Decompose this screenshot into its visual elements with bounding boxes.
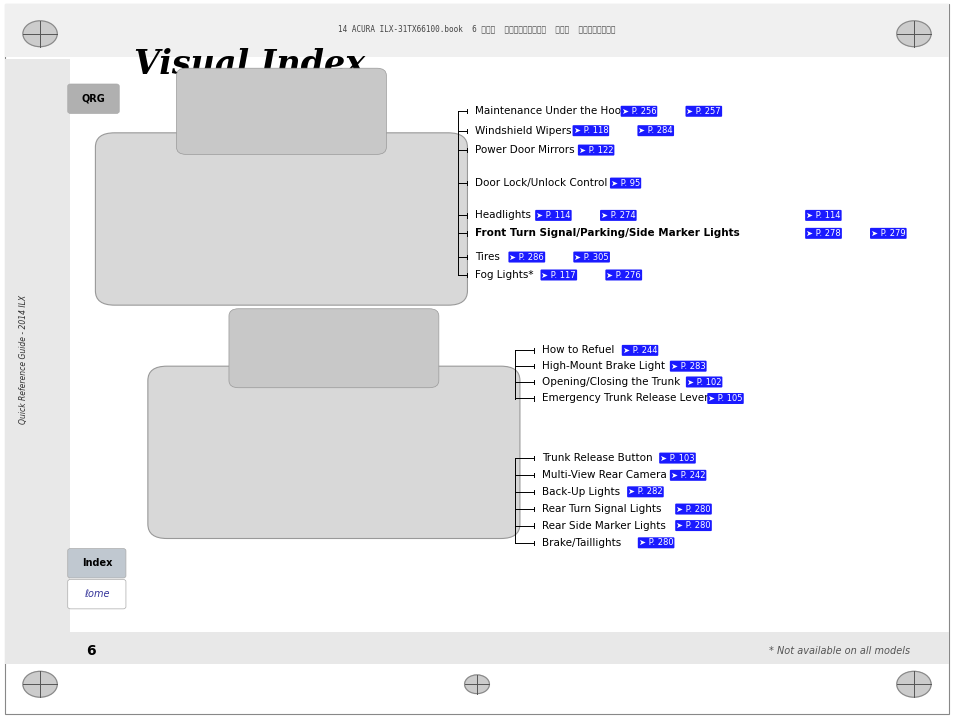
- Text: Back-Up Lights: Back-Up Lights: [541, 487, 619, 497]
- Text: Door Lock/Unlock Control: Door Lock/Unlock Control: [475, 178, 607, 188]
- Text: ➤ P. 280: ➤ P. 280: [639, 538, 673, 547]
- Text: How to Refuel: How to Refuel: [541, 345, 614, 355]
- FancyBboxPatch shape: [95, 133, 467, 305]
- Text: * Not available on all models: * Not available on all models: [768, 646, 909, 656]
- Text: ➤ P. 244: ➤ P. 244: [622, 346, 657, 355]
- Text: ➤ P. 305: ➤ P. 305: [574, 253, 608, 261]
- Text: ➤ P. 117: ➤ P. 117: [541, 271, 576, 279]
- Text: Windshield Wipers: Windshield Wipers: [475, 126, 571, 136]
- Text: ➤ P. 114: ➤ P. 114: [536, 211, 570, 220]
- Text: 14 ACURA ILX-31TX66100.book  6 ページ  ２０１３年３月７日  木曜日  午前１１時３３分: 14 ACURA ILX-31TX66100.book 6 ページ ２０１３年３…: [338, 24, 615, 33]
- Text: Multi-View Rear Camera: Multi-View Rear Camera: [541, 470, 666, 480]
- FancyBboxPatch shape: [176, 68, 386, 154]
- Text: Index: Index: [82, 559, 112, 568]
- Text: ➤ P. 95: ➤ P. 95: [610, 179, 639, 187]
- Text: ℓome: ℓome: [84, 589, 110, 599]
- FancyBboxPatch shape: [229, 309, 438, 388]
- Circle shape: [23, 21, 57, 47]
- Text: ➤ P. 278: ➤ P. 278: [805, 229, 840, 238]
- Text: High-Mount Brake Light: High-Mount Brake Light: [541, 361, 664, 371]
- Text: Headlights: Headlights: [475, 210, 531, 220]
- Text: ➤ P. 102: ➤ P. 102: [686, 378, 720, 386]
- Text: ➤ P. 286: ➤ P. 286: [509, 253, 543, 261]
- Text: ➤ P. 257: ➤ P. 257: [686, 107, 720, 116]
- Text: ➤ P. 283: ➤ P. 283: [670, 362, 705, 370]
- Text: Emergency Trunk Release Lever: Emergency Trunk Release Lever: [541, 393, 708, 404]
- Text: Fog Lights*: Fog Lights*: [475, 270, 533, 280]
- Text: ➤ P. 276: ➤ P. 276: [606, 271, 640, 279]
- Text: Quick Reference Guide - 2014 ILX: Quick Reference Guide - 2014 ILX: [19, 294, 29, 424]
- Text: ➤ P. 105: ➤ P. 105: [707, 394, 742, 403]
- Circle shape: [896, 21, 930, 47]
- Circle shape: [464, 675, 489, 694]
- FancyBboxPatch shape: [68, 579, 126, 609]
- Text: Tires: Tires: [475, 252, 499, 262]
- Text: ➤ P. 122: ➤ P. 122: [578, 146, 613, 154]
- Text: ➤ P. 274: ➤ P. 274: [600, 211, 635, 220]
- Text: ➤ P. 284: ➤ P. 284: [638, 126, 672, 135]
- Text: Power Door Mirrors: Power Door Mirrors: [475, 145, 574, 155]
- Text: QRG: QRG: [82, 94, 105, 103]
- Circle shape: [896, 671, 930, 697]
- Text: ➤ P. 118: ➤ P. 118: [573, 126, 607, 135]
- Text: ➤ P. 114: ➤ P. 114: [805, 211, 840, 220]
- Text: Brake/Taillights: Brake/Taillights: [541, 538, 620, 548]
- Text: ➤ P. 280: ➤ P. 280: [676, 505, 710, 513]
- Text: ➤ P. 242: ➤ P. 242: [670, 471, 704, 480]
- Text: Maintenance Under the Hood: Maintenance Under the Hood: [475, 106, 627, 116]
- Circle shape: [23, 671, 57, 697]
- Text: ➤ P. 282: ➤ P. 282: [627, 488, 662, 496]
- Bar: [5, 59, 70, 664]
- Text: ➤ P. 103: ➤ P. 103: [659, 454, 694, 462]
- Text: ➤ P. 280: ➤ P. 280: [676, 521, 710, 530]
- Ellipse shape: [119, 233, 443, 276]
- Text: Rear Side Marker Lights: Rear Side Marker Lights: [541, 521, 665, 531]
- Text: Visual Index: Visual Index: [133, 48, 364, 81]
- Text: Trunk Release Button: Trunk Release Button: [541, 453, 652, 463]
- Text: 6: 6: [86, 644, 95, 658]
- Text: Front Turn Signal/Parking/Side Marker Lights: Front Turn Signal/Parking/Side Marker Li…: [475, 228, 740, 238]
- Bar: [5, 632, 948, 664]
- Text: Rear Turn Signal Lights: Rear Turn Signal Lights: [541, 504, 660, 514]
- Text: Opening/Closing the Trunk: Opening/Closing the Trunk: [541, 377, 679, 387]
- Text: ➤ P. 256: ➤ P. 256: [621, 107, 656, 116]
- Bar: [5, 4, 948, 57]
- Text: ➤ P. 279: ➤ P. 279: [870, 229, 904, 238]
- FancyBboxPatch shape: [68, 84, 119, 113]
- FancyBboxPatch shape: [68, 549, 126, 578]
- FancyBboxPatch shape: [148, 366, 519, 538]
